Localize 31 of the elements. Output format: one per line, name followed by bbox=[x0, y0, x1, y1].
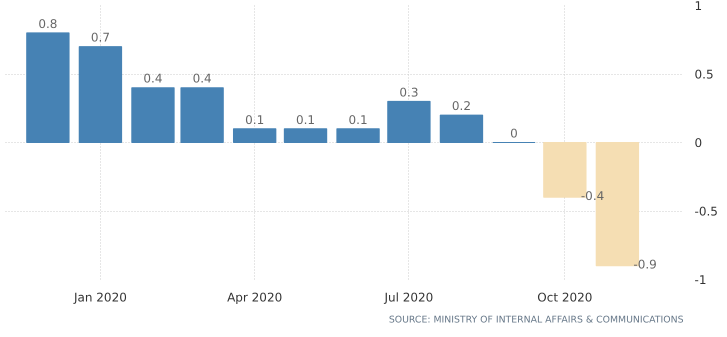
data-label: 0.2 bbox=[452, 99, 472, 114]
y-tick-label: 1 bbox=[694, 0, 702, 13]
data-label: 0.8 bbox=[38, 16, 58, 31]
bar bbox=[78, 46, 122, 143]
data-label: 0.1 bbox=[245, 112, 264, 127]
bar bbox=[232, 128, 276, 143]
y-tick-label: 0.5 bbox=[694, 68, 714, 82]
bar bbox=[336, 128, 380, 143]
x-tick-label: Jul 2020 bbox=[383, 290, 434, 304]
data-label: 0 bbox=[510, 126, 518, 140]
source-note: SOURCE: MINISTRY OF INTERNAL AFFAIRS & COMMUNICATIONS bbox=[388, 314, 684, 326]
data-label: -0.9 bbox=[633, 257, 657, 272]
bar bbox=[131, 87, 175, 143]
x-tick-label: Oct 2020 bbox=[537, 290, 592, 304]
data-label: -0.4 bbox=[580, 188, 604, 203]
bar bbox=[26, 32, 70, 143]
y-tick-label: 0 bbox=[694, 136, 702, 150]
y-tick-label: -0.5 bbox=[694, 204, 718, 218]
data-label: 0.3 bbox=[399, 85, 418, 100]
x-tick-label: Apr 2020 bbox=[227, 290, 282, 304]
y-tick-label: -1 bbox=[694, 273, 706, 287]
data-label: 0.4 bbox=[192, 72, 212, 86]
x-tick-label: Jan 2020 bbox=[72, 290, 127, 304]
bar bbox=[180, 87, 224, 143]
bar bbox=[284, 128, 328, 143]
bar bbox=[440, 114, 484, 143]
data-label: 0.7 bbox=[90, 30, 110, 45]
bar bbox=[387, 100, 431, 143]
data-label: 0.1 bbox=[296, 112, 316, 127]
data-label: 0.1 bbox=[348, 112, 368, 127]
data-label: 0.4 bbox=[143, 72, 163, 86]
